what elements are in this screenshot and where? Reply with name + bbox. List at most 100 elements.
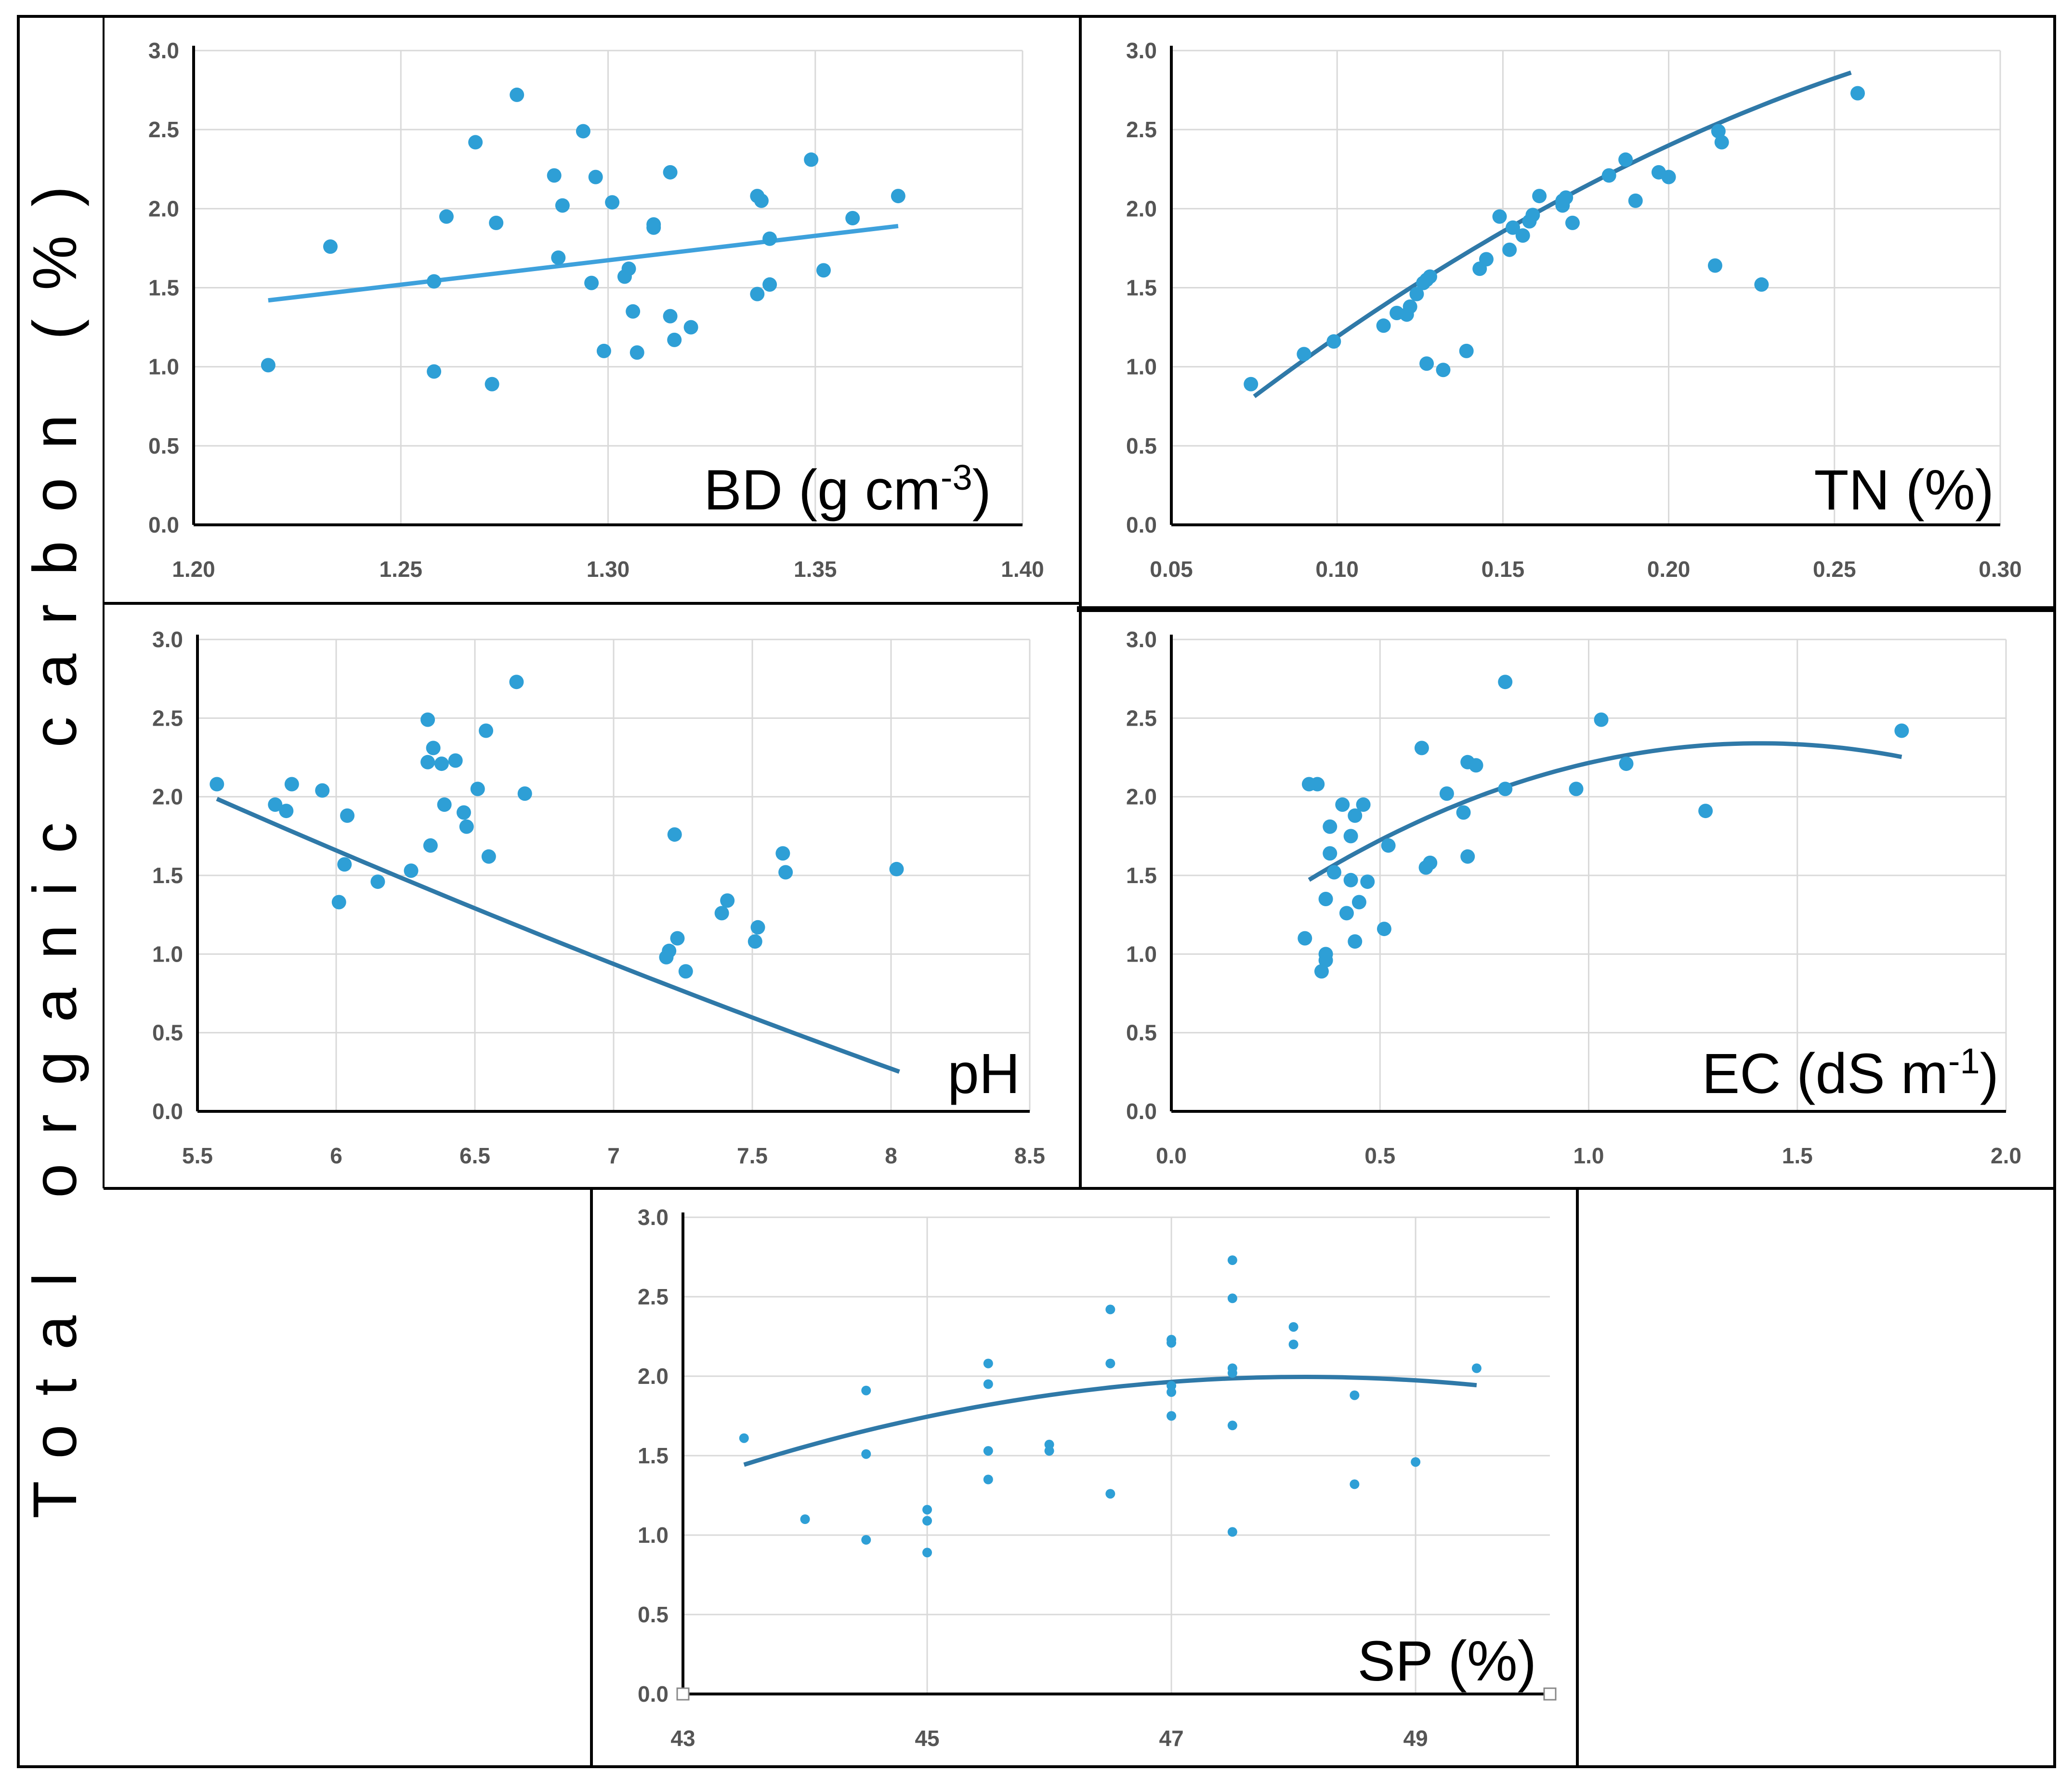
data-point-bd-29	[754, 193, 769, 208]
data-point-sp-6	[922, 1516, 932, 1526]
data-point-tn-25	[1559, 190, 1574, 205]
x-tick-label-tn-1: 0.10	[1315, 557, 1359, 582]
x-tick-label-sp-3: 49	[1403, 1726, 1428, 1751]
data-point-ph-8	[370, 874, 385, 889]
panel-title-bd: BD (g cm-3)	[704, 457, 991, 522]
x-tick-label-tn-5: 0.30	[1979, 557, 2022, 582]
data-point-ph-35	[889, 861, 904, 876]
data-point-tn-22	[1532, 189, 1547, 204]
data-point-bd-1	[323, 239, 338, 254]
data-point-ec-33	[1619, 756, 1634, 771]
data-point-ph-9	[404, 863, 419, 878]
data-point-ph-2	[279, 804, 294, 819]
y-tick-label-ec-2: 1.0	[1126, 941, 1157, 966]
y-tick-label-tn-4: 2.0	[1126, 196, 1157, 221]
data-point-ec-2	[1310, 777, 1325, 792]
data-point-bd-26	[683, 320, 698, 335]
data-point-ec-5	[1318, 953, 1333, 968]
y-tick-label-ec-3: 1.5	[1126, 863, 1157, 888]
data-point-bd-13	[584, 275, 599, 290]
data-point-tn-2	[1326, 334, 1341, 349]
data-point-sp-33	[1471, 1363, 1482, 1373]
data-point-ph-1	[268, 797, 283, 812]
trend-line-bd	[268, 223, 899, 303]
data-point-tn-27	[1601, 168, 1616, 183]
panel-title-sp: SP (%)	[1357, 1629, 1536, 1693]
data-point-sp-28	[1288, 1322, 1298, 1332]
data-point-ec-3	[1314, 964, 1329, 979]
y-tick-label-bd-6: 3.0	[148, 38, 179, 63]
data-point-bd-4	[439, 209, 454, 224]
x-tick-label-bd-4: 1.40	[1001, 557, 1044, 582]
data-point-bd-6	[485, 377, 499, 391]
x-tick-label-ph-0: 5.5	[182, 1143, 213, 1168]
data-point-sp-20	[1167, 1387, 1177, 1397]
x-tick-label-ph-4: 7.5	[737, 1143, 768, 1168]
data-point-bd-3	[427, 364, 442, 379]
outer-frame	[17, 15, 2056, 1768]
data-point-sp-18	[1167, 1338, 1177, 1348]
y-tick-label-tn-2: 1.0	[1126, 354, 1157, 379]
data-point-ec-30	[1498, 782, 1513, 796]
data-point-ec-0	[1298, 931, 1312, 946]
data-point-ph-0	[210, 777, 224, 792]
data-point-tn-32	[1707, 258, 1722, 273]
x-tick-label-bd-0: 1.20	[172, 557, 215, 582]
data-point-ph-26	[667, 827, 682, 842]
data-point-tn-34	[1714, 135, 1729, 150]
x-tick-label-ec-0: 0.0	[1156, 1143, 1187, 1168]
data-point-bd-14	[588, 169, 603, 184]
y-tick-label-bd-0: 0.0	[148, 512, 179, 537]
trend-line-tn	[1253, 70, 1852, 398]
data-point-ph-19	[470, 782, 485, 796]
data-point-tn-28	[1618, 152, 1633, 167]
data-point-ec-29	[1498, 675, 1513, 690]
data-point-bd-0	[261, 358, 275, 373]
x-tick-label-ph-3: 7	[607, 1143, 620, 1168]
data-point-sp-2	[861, 1385, 871, 1395]
data-point-sp-29	[1288, 1340, 1298, 1349]
data-point-bd-19	[626, 304, 641, 319]
panel-title-tail-bd: )	[972, 458, 991, 522]
data-point-tn-16	[1492, 209, 1507, 224]
data-point-ec-28	[1469, 758, 1483, 773]
data-point-bd-18	[621, 261, 636, 276]
data-point-tn-31	[1661, 169, 1676, 184]
data-point-ph-28	[678, 964, 693, 979]
data-point-tn-18	[1506, 220, 1521, 235]
data-point-sp-5	[922, 1505, 932, 1515]
data-point-ph-13	[426, 741, 441, 756]
data-point-sp-27	[1227, 1527, 1237, 1537]
x-tick-label-sp-2: 47	[1159, 1726, 1183, 1751]
data-point-bd-11	[555, 198, 570, 213]
data-point-bd-28	[750, 287, 765, 301]
data-point-ph-29	[714, 906, 729, 921]
data-point-sp-10	[983, 1446, 993, 1456]
plot-ec: 0.0 0.5 1.0 1.5 2.0 2.5 3.0 0.0 0.5 1.0 1.5 2.0 EC (…	[1126, 627, 2021, 1168]
y-tick-label-ec-5: 2.5	[1126, 705, 1157, 730]
y-tick-label-ec-0: 0.0	[1126, 1099, 1157, 1124]
data-point-ph-12	[423, 838, 438, 853]
data-point-bd-22	[646, 220, 661, 235]
y-tick-label-ec-1: 0.5	[1126, 1020, 1157, 1045]
x-tick-label-tn-0: 0.05	[1150, 557, 1193, 582]
data-point-ec-16	[1351, 895, 1366, 910]
data-point-ec-23	[1423, 855, 1438, 870]
data-point-sp-11	[983, 1474, 993, 1485]
data-point-sp-23	[1227, 1293, 1237, 1303]
data-point-sp-31	[1350, 1479, 1360, 1489]
y-tick-label-ph-0: 0.0	[152, 1099, 183, 1124]
data-point-sp-32	[1411, 1457, 1421, 1467]
data-point-ph-25	[662, 943, 677, 958]
data-point-tn-36	[1850, 86, 1865, 101]
y-tick-label-tn-0: 0.0	[1126, 512, 1157, 537]
y-tick-label-ph-1: 0.5	[152, 1020, 183, 1045]
data-point-ph-10	[420, 712, 435, 727]
panel-title-main-ph: pH	[947, 1042, 1020, 1106]
data-point-bd-25	[667, 332, 682, 347]
data-point-tn-7	[1409, 287, 1424, 301]
data-point-bd-9	[547, 168, 562, 183]
panel-title-tail-ec: )	[1980, 1042, 1999, 1106]
